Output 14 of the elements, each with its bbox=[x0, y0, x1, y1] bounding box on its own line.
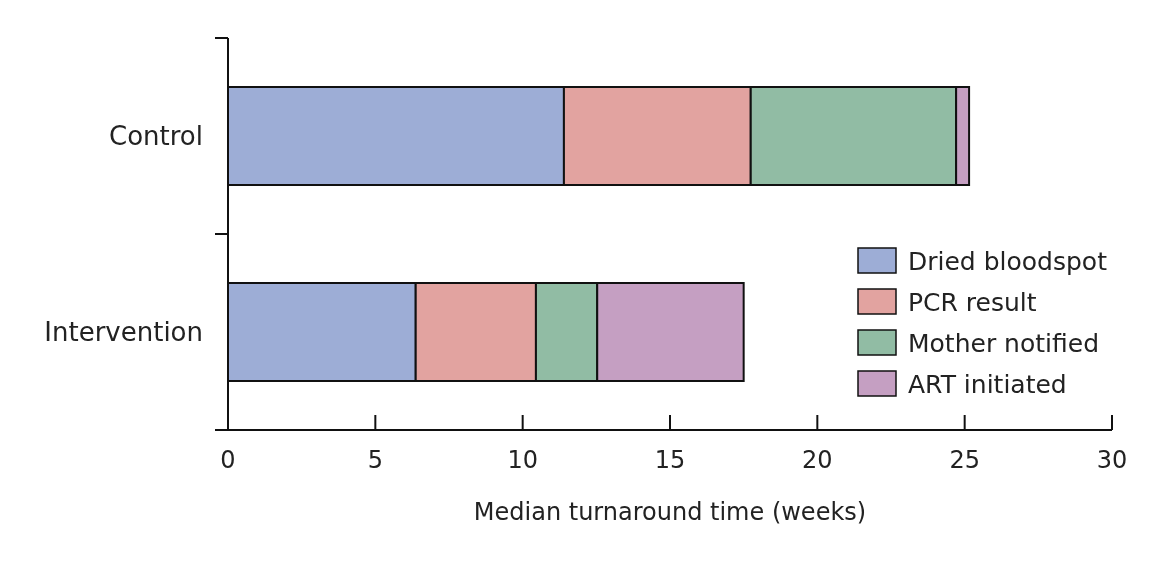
legend-label: Dried bloodspot bbox=[908, 246, 1108, 276]
x-tick-label: 5 bbox=[367, 446, 383, 474]
x-tick-label: 0 bbox=[220, 446, 236, 474]
y-tick-label: Control bbox=[109, 121, 203, 151]
x-axis-title: Median turnaround time (weeks) bbox=[473, 498, 867, 526]
x-tick-label: 15 bbox=[654, 446, 686, 474]
x-tick-label: 30 bbox=[1096, 446, 1128, 474]
x-tick-label: 20 bbox=[802, 446, 833, 474]
legend-label: Mother notified bbox=[908, 328, 1100, 358]
x-tick-label: 10 bbox=[507, 446, 538, 474]
legend-label: ART initiated bbox=[908, 369, 1067, 399]
legend-label: PCR result bbox=[908, 287, 1037, 317]
x-tick-label: 25 bbox=[949, 446, 980, 474]
y-tick-label: Intervention bbox=[44, 317, 203, 347]
